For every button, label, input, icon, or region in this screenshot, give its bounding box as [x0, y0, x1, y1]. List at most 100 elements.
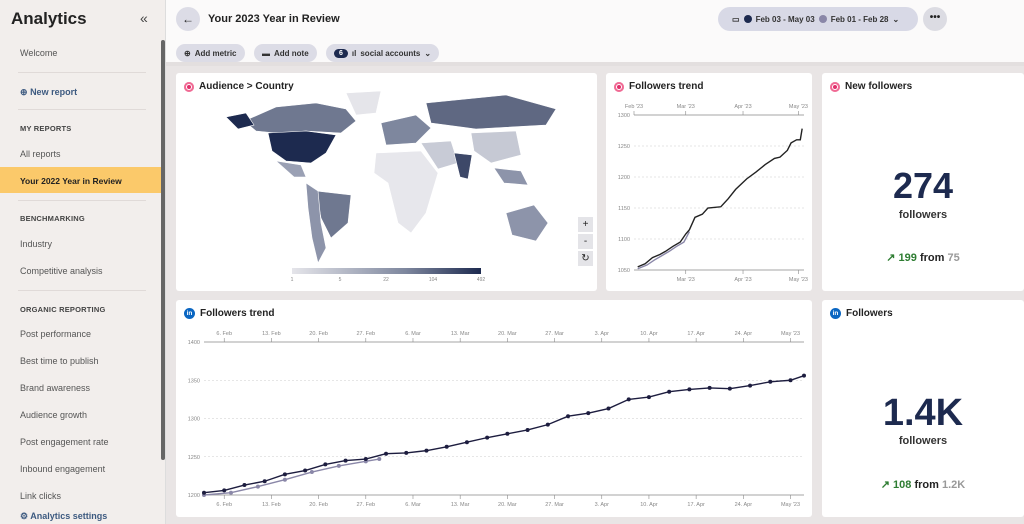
- range1-dot: [743, 15, 752, 23]
- bar-chart-icon: ıl: [351, 48, 357, 58]
- x-tick-label-top: 3. Apr: [595, 331, 610, 337]
- instagram-icon: [830, 81, 840, 92]
- instagram-icon: [614, 81, 624, 92]
- sidebar-item-audience-growth[interactable]: Audience growth: [20, 410, 88, 420]
- followers-delta: ↗ 108 from 1.2K: [822, 478, 1024, 491]
- legend-label: 492: [477, 277, 486, 283]
- x-tick-label-top: 20. Feb: [309, 331, 328, 337]
- sidebar-item-active-report[interactable]: [0, 167, 161, 193]
- new-report-label: New report: [30, 87, 78, 97]
- new-followers-card: New followers 274 followers ↗ 199 from 7…: [822, 73, 1024, 291]
- linkedin-followers-chart[interactable]: 1200 1250 1300 1350 1400 6. Feb 13. Feb 20. Feb…: [176, 300, 812, 517]
- series-line: [203, 458, 380, 496]
- data-point: [768, 379, 773, 384]
- x-tick-label-bottom: 10. Apr: [640, 502, 658, 508]
- y-tick-label: 1350: [188, 378, 200, 384]
- instagram-icon: [184, 81, 194, 92]
- linkedin-followers-trend-card: in Followers trend 1200 1250 1300 1350 1400 6.…: [176, 300, 812, 517]
- sidebar-item-welcome[interactable]: Welcome: [20, 48, 58, 58]
- zoom-in-button[interactable]: +: [578, 217, 593, 232]
- country-usa: [267, 130, 337, 164]
- add-note-button[interactable]: ▬ Add note: [254, 44, 317, 62]
- reset-zoom-button[interactable]: ↻: [578, 251, 593, 266]
- data-point: [202, 490, 206, 495]
- zoom-out-button[interactable]: -: [578, 234, 593, 249]
- y-tick-label: 1150: [618, 206, 630, 212]
- x-tick-label-top: 27. Feb: [356, 331, 375, 337]
- linkedin-followers-card: in Followers 1.4K followers ↗ 108 from 1.…: [822, 300, 1024, 517]
- data-point: [384, 451, 389, 456]
- data-point: [586, 411, 591, 416]
- collapse-sidebar-icon[interactable]: «: [140, 10, 148, 26]
- range2-dot: [818, 15, 827, 23]
- note-icon: ▬: [262, 48, 270, 58]
- sidebar-item-inbound-engagement[interactable]: Inbound engagement: [20, 464, 106, 474]
- data-point: [323, 462, 328, 467]
- analytics-settings-link[interactable]: ⚙ Analytics settings: [20, 511, 107, 522]
- linkedin-icon: in: [184, 308, 195, 319]
- add-metric-button[interactable]: ⊕ Add metric: [176, 44, 245, 62]
- sidebar-item-post-engagement-rate[interactable]: Post engagement rate: [20, 437, 109, 447]
- section-organic-reporting: ORGANIC REPORTING: [20, 305, 106, 314]
- data-point: [222, 488, 227, 493]
- data-point: [545, 422, 550, 427]
- data-point: [505, 431, 510, 436]
- data-point: [606, 406, 611, 411]
- y-tick-label: 1300: [188, 417, 200, 423]
- series-line: [637, 231, 691, 270]
- sidebar-item-competitive-analysis[interactable]: Competitive analysis: [20, 266, 103, 276]
- sidebar: Analytics « Welcome ⊕ New report MY REPO…: [0, 0, 166, 524]
- world-map[interactable]: 1 5 22 104 492: [176, 73, 597, 291]
- chevron-down-icon: ⌄: [424, 48, 432, 58]
- sidebar-item-best-time[interactable]: Best time to publish: [20, 356, 99, 366]
- card-title-text: New followers: [845, 81, 913, 92]
- x-tick-label-bottom: 27. Mar: [545, 502, 564, 508]
- color-legend-bar: [292, 268, 481, 274]
- country-china: [470, 130, 522, 164]
- data-point: [404, 450, 409, 455]
- chevron-down-icon: ⌄: [892, 14, 900, 24]
- section-my-reports: MY REPORTS: [20, 124, 72, 133]
- y-tick-label: 1300: [618, 113, 630, 119]
- sidebar-item-brand-awareness[interactable]: Brand awareness: [20, 383, 91, 393]
- x-tick-label-bottom: 13. Mar: [451, 502, 470, 508]
- x-tick-label-bottom: 6. Feb: [216, 502, 232, 508]
- sidebar-item-all-reports[interactable]: All reports: [20, 149, 61, 159]
- followers-value: 1.4K: [882, 392, 964, 434]
- instagram-followers-chart[interactable]: 1050 1100 1150 1200 1250 1300 Feb '23 Mar '23 Ap…: [606, 73, 812, 291]
- divider: [18, 200, 146, 201]
- data-point: [309, 470, 314, 475]
- instagram-followers-trend-card: Followers trend 1050 1100 1150 1200 1250 1300…: [606, 73, 812, 291]
- new-report-button[interactable]: ⊕ New report: [20, 87, 77, 98]
- y-tick-label: 1250: [188, 455, 200, 461]
- section-benchmarking: BENCHMARKING: [20, 214, 85, 223]
- more-options-button[interactable]: •••: [923, 7, 947, 31]
- country-shapes: [225, 90, 557, 264]
- plus-circle-icon: ⊕: [184, 48, 191, 58]
- country-africa: [373, 150, 439, 234]
- data-point: [626, 397, 631, 402]
- sidebar-item-industry[interactable]: Industry: [20, 239, 53, 249]
- header: ← Your 2023 Year in Review ▭ Feb 03 - Ma…: [166, 0, 1024, 40]
- social-accounts-dropdown[interactable]: 6 ıl social accounts ⌄: [326, 44, 440, 62]
- x-tick-label-top: Mar '23: [677, 104, 695, 110]
- previous-value: 75: [947, 252, 960, 264]
- active-report-label[interactable]: Your 2022 Year in Review: [20, 176, 122, 186]
- data-point: [464, 440, 469, 445]
- sidebar-item-post-performance[interactable]: Post performance: [20, 329, 92, 339]
- sidebar-item-link-clicks[interactable]: Link clicks: [20, 491, 62, 501]
- accounts-count-badge: 6: [334, 48, 348, 58]
- x-tick-label-top: 6. Mar: [405, 331, 421, 337]
- country-india: [453, 152, 473, 180]
- new-followers-delta: ↗ 199 from 75: [822, 251, 1024, 264]
- sidebar-scrollbar[interactable]: [161, 40, 165, 460]
- x-tick-label-top: 17. Apr: [687, 331, 705, 337]
- date-range-picker[interactable]: ▭ Feb 03 - May 03 Feb 01 - Feb 28 ⌄: [718, 7, 918, 31]
- back-button[interactable]: ←: [176, 7, 200, 31]
- divider: [18, 290, 146, 291]
- data-point: [343, 458, 348, 463]
- new-followers-unit: followers: [898, 209, 948, 221]
- trend-up-icon: ↗: [880, 479, 890, 491]
- linkedin-icon: in: [830, 308, 841, 319]
- y-tick-label: 1050: [618, 268, 630, 274]
